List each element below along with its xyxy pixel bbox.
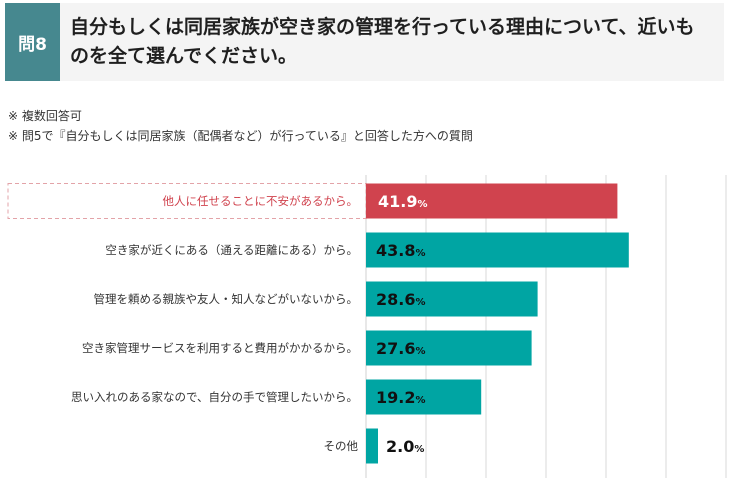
bar	[366, 232, 629, 268]
data-label: 27.6%	[376, 339, 426, 358]
data-label: 28.6%	[376, 290, 426, 309]
bar	[366, 183, 618, 219]
category-label: 空き家管理サービスを利用すると費用がかかるから。	[82, 341, 358, 355]
data-label: 2.0%	[386, 437, 424, 456]
note-respondent-condition: ※ 問5で『自分もしくは同居家族（配偶者など）が行っている』と回答した方への質問	[8, 129, 473, 143]
category-label: 他人に任せることに不安があるから。	[163, 194, 359, 208]
bar	[366, 379, 482, 415]
data-label: 41.9%	[378, 192, 428, 211]
question-header: 問8 自分もしくは同居家族が空き家の管理を行っている理由について、近いものを全て…	[5, 3, 724, 81]
question-title: 自分もしくは同居家族が空き家の管理を行っている理由について、近いものを全て選んで…	[70, 16, 695, 67]
data-label: 19.2%	[376, 388, 426, 407]
category-label: 思い入れのある家なので、自分の手で管理したいから。	[71, 390, 358, 404]
highlight-frame	[7, 183, 367, 219]
bar	[366, 330, 532, 366]
bar	[366, 281, 538, 317]
question-number-badge: 問8	[5, 3, 60, 81]
data-label: 43.8%	[376, 241, 426, 260]
bar	[366, 428, 378, 464]
category-label: 空き家が近くにある（通える距離にある）から。	[105, 243, 358, 257]
notes: ※ 複数回答可 ※ 問5で『自分もしくは同居家族（配偶者など）が行っている』と回…	[8, 106, 473, 146]
category-label: 管理を頼める親族や友人・知人などがいないから。	[94, 292, 359, 306]
note-multiple-answers: ※ 複数回答可	[8, 109, 82, 123]
category-label: その他	[324, 439, 359, 453]
